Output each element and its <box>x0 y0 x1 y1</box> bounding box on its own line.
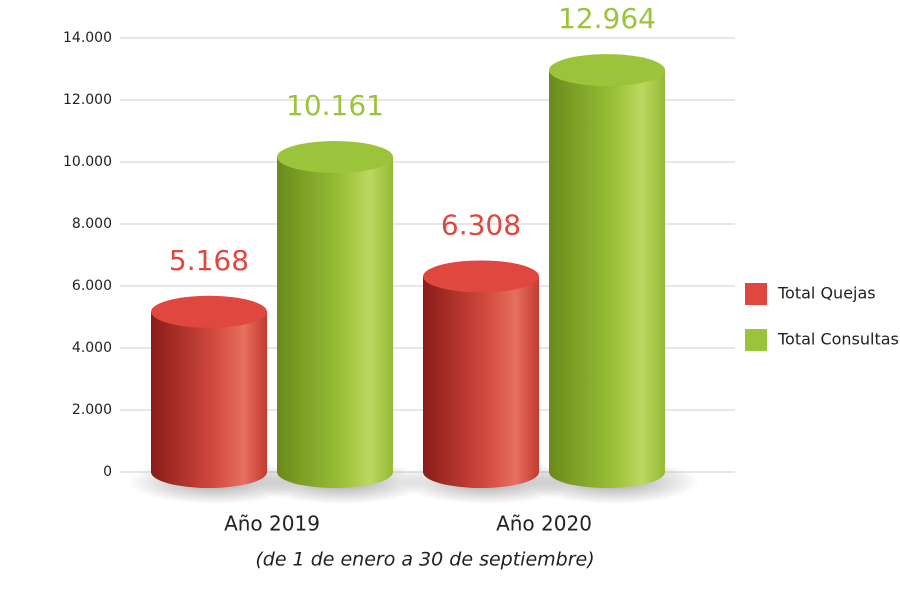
bar <box>549 70 665 472</box>
bar <box>277 157 393 472</box>
legend-swatch <box>745 329 767 351</box>
bar-base <box>151 456 267 488</box>
value-label: 10.161 <box>286 89 384 122</box>
subtitle: (de 1 de enero a 30 de septiembre) <box>255 549 594 571</box>
y-tick-label: 14.000 <box>63 30 112 46</box>
x-tick-label: Año 2020 <box>496 512 592 536</box>
value-label: 6.308 <box>441 208 521 241</box>
x-tick-label: Año 2019 <box>224 512 320 536</box>
value-label: 5.168 <box>169 244 249 277</box>
y-tick-label: 12.000 <box>63 92 112 108</box>
y-tick-label: 0 <box>103 464 112 480</box>
bar-base <box>423 456 539 488</box>
y-tick-label: 10.000 <box>63 154 112 170</box>
bar-top <box>549 54 665 87</box>
bar <box>423 276 539 472</box>
bar-base <box>549 456 665 488</box>
bar-top <box>151 295 267 328</box>
y-tick-label: 4.000 <box>72 340 112 356</box>
legend-label: Total Consultas <box>777 330 899 349</box>
bar <box>151 311 267 472</box>
y-tick-label: 8.000 <box>72 216 112 232</box>
legend-label: Total Quejas <box>777 284 876 303</box>
bar-top <box>277 141 393 174</box>
legend-swatch <box>745 283 767 305</box>
y-tick-label: 2.000 <box>72 402 112 418</box>
bar-base <box>277 456 393 488</box>
value-label: 12.964 <box>558 2 656 35</box>
bar-top <box>423 260 539 293</box>
y-tick-label: 6.000 <box>72 278 112 294</box>
